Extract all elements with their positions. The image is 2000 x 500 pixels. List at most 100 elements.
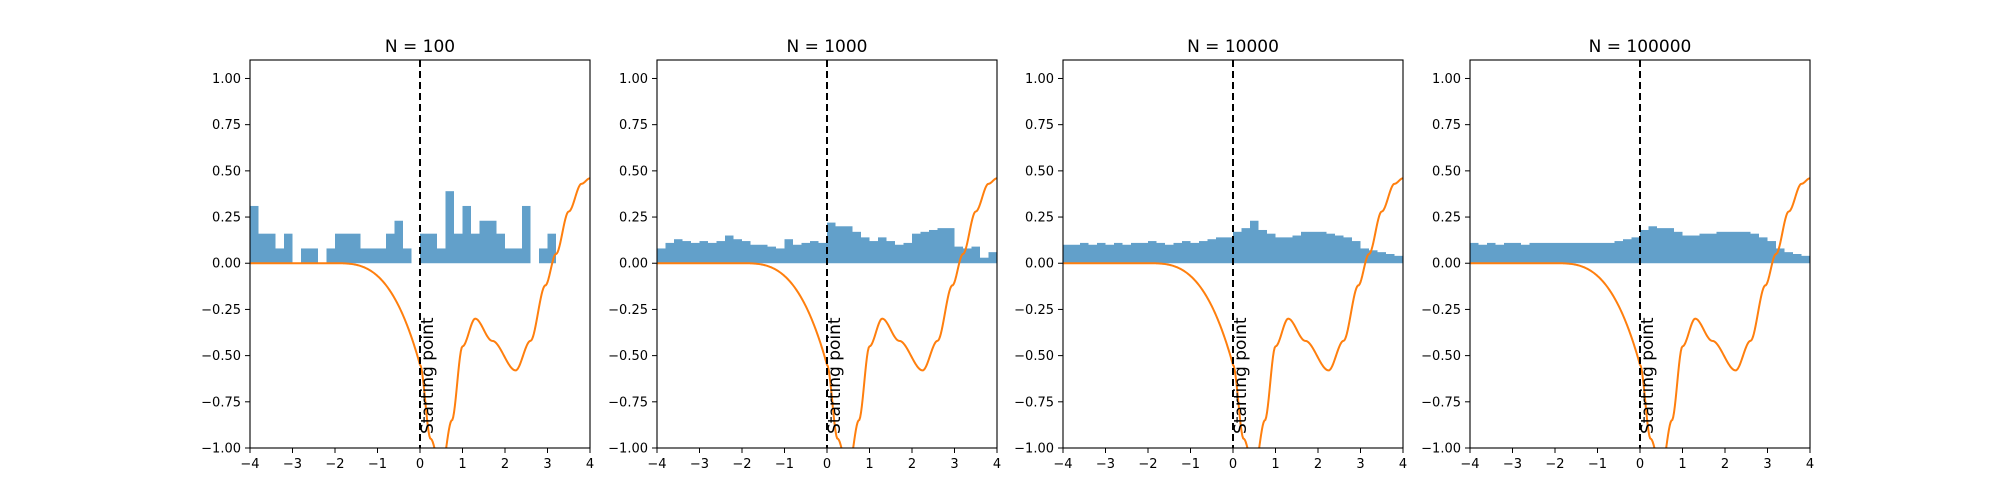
- histogram-bar: [1716, 231, 1725, 264]
- chart-panel-2: Starting point −4 −3 −2 −1 0 1 2 3 4 −1.00 −0.75 −0.…: [1014, 37, 1407, 472]
- histogram-bar: [699, 241, 708, 264]
- histogram-bar: [657, 248, 666, 264]
- histogram-bar: [454, 233, 463, 264]
- y-tick-label: −0.50: [201, 349, 241, 364]
- histogram-bar: [937, 228, 946, 264]
- histogram-bar: [1207, 239, 1216, 264]
- histogram-bar: [1555, 242, 1564, 264]
- chart-panel-0: Starting point −4 −3 −2 −1 0 1 2 3 4 −1.00 −0.75 −0.…: [201, 37, 594, 472]
- histogram-bar: [1793, 254, 1802, 264]
- histogram-bar: [1292, 235, 1301, 264]
- y-tick-label: 1.00: [1025, 72, 1054, 87]
- x-tick-label: 4: [1806, 457, 1814, 472]
- histogram-bar: [691, 242, 700, 264]
- y-tick-label: 0.75: [1025, 118, 1054, 133]
- histogram-bar: [445, 191, 454, 264]
- histogram-bar: [903, 242, 912, 264]
- y-tick-label: 1.00: [619, 72, 648, 87]
- panel-title: N = 1000: [786, 37, 867, 57]
- histogram-bar: [929, 229, 938, 264]
- y-tick-label: 0.00: [619, 257, 648, 272]
- histogram-bar: [912, 233, 921, 264]
- x-tick-label: −2: [1545, 457, 1564, 472]
- histogram-bar: [1326, 233, 1335, 264]
- histogram-bar: [1216, 237, 1225, 264]
- histogram-bar: [352, 233, 361, 264]
- chart-panel-1: Starting point −4 −3 −2 −1 0 1 2 3 4 −1.00 −0.75 −0.…: [608, 37, 1001, 472]
- histogram-bar: [1504, 242, 1513, 264]
- y-tick-label: 1.00: [212, 72, 241, 87]
- histogram-bar: [1199, 241, 1208, 264]
- histogram-bar: [801, 242, 810, 264]
- histogram-bar: [1674, 231, 1683, 264]
- panel-title: N = 100: [385, 37, 455, 57]
- histogram-bar: [1377, 252, 1386, 264]
- plot-area: [1470, 60, 1810, 448]
- x-tick-label: 2: [501, 457, 509, 472]
- histogram-bar: [750, 244, 759, 264]
- histogram-bar: [1623, 239, 1632, 264]
- y-tick-label: 0.50: [212, 164, 241, 179]
- x-tick-label: 3: [1356, 457, 1364, 472]
- y-tick-label: 1.00: [1432, 72, 1461, 87]
- histogram-bar: [479, 220, 488, 264]
- x-tick-label: 0: [823, 457, 831, 472]
- histogram-bar: [946, 228, 955, 264]
- histogram-bar: [403, 248, 412, 264]
- y-tick-label: −1.00: [1014, 442, 1054, 457]
- histogram-bar: [665, 242, 674, 264]
- histogram-bar: [1487, 242, 1496, 264]
- histogram-bar: [1546, 242, 1555, 264]
- x-tick-label: 3: [950, 457, 958, 472]
- y-tick-label: −0.25: [608, 303, 648, 318]
- y-tick-label: 0.25: [619, 211, 648, 226]
- histogram-bar: [1122, 244, 1131, 264]
- histogram-bar: [793, 244, 802, 264]
- histogram-bar: [1589, 242, 1598, 264]
- histogram-bar: [1369, 250, 1378, 264]
- potential-curve: [1470, 177, 1810, 448]
- x-tick-label: −1: [1181, 457, 1200, 472]
- histogram-bar: [971, 246, 980, 264]
- histogram-bar: [869, 241, 878, 264]
- histogram-bar: [326, 248, 335, 264]
- x-tick-label: −1: [368, 457, 387, 472]
- histogram-bar: [1725, 231, 1734, 264]
- histogram-bar: [437, 248, 446, 264]
- histogram-bar: [258, 233, 267, 264]
- x-tick-label: −4: [1460, 457, 1479, 472]
- panel-title: N = 100000: [1589, 37, 1692, 57]
- y-tick-label: −0.25: [1421, 303, 1461, 318]
- histogram-bar: [963, 248, 972, 264]
- histogram-bar: [1275, 237, 1284, 264]
- histogram-bar: [301, 248, 310, 264]
- y-tick-label: 0.75: [1432, 118, 1461, 133]
- histogram-bar: [1691, 235, 1700, 264]
- histogram-bar: [267, 233, 276, 264]
- x-tick-label: 1: [1678, 457, 1686, 472]
- y-tick-label: 0.75: [212, 118, 241, 133]
- histogram-bar: [335, 233, 344, 264]
- potential-curve: [657, 177, 997, 448]
- histogram-bar: [369, 248, 378, 264]
- histogram-bar: [1708, 233, 1717, 264]
- y-tick-label: −0.50: [1014, 349, 1054, 364]
- histogram-bar: [1597, 242, 1606, 264]
- histogram-bar: [1343, 237, 1352, 264]
- histogram-bar: [1742, 231, 1751, 264]
- histogram-bar: [886, 241, 895, 264]
- histogram-bar: [1750, 233, 1759, 264]
- histogram-bar: [1699, 233, 1708, 264]
- histogram-bar: [1360, 248, 1369, 264]
- y-tick-label: 0.25: [1025, 211, 1054, 226]
- x-tick-label: −1: [775, 457, 794, 472]
- histogram-bar: [1250, 220, 1259, 264]
- starting-point-annotation: Starting point: [1638, 317, 1658, 434]
- y-tick-label: −0.75: [1421, 395, 1461, 410]
- histogram-bar: [682, 241, 691, 264]
- histogram-bar: [1470, 242, 1479, 264]
- y-tick-label: −0.75: [608, 395, 648, 410]
- x-tick-label: 2: [908, 457, 916, 472]
- histogram-bar: [1665, 228, 1674, 264]
